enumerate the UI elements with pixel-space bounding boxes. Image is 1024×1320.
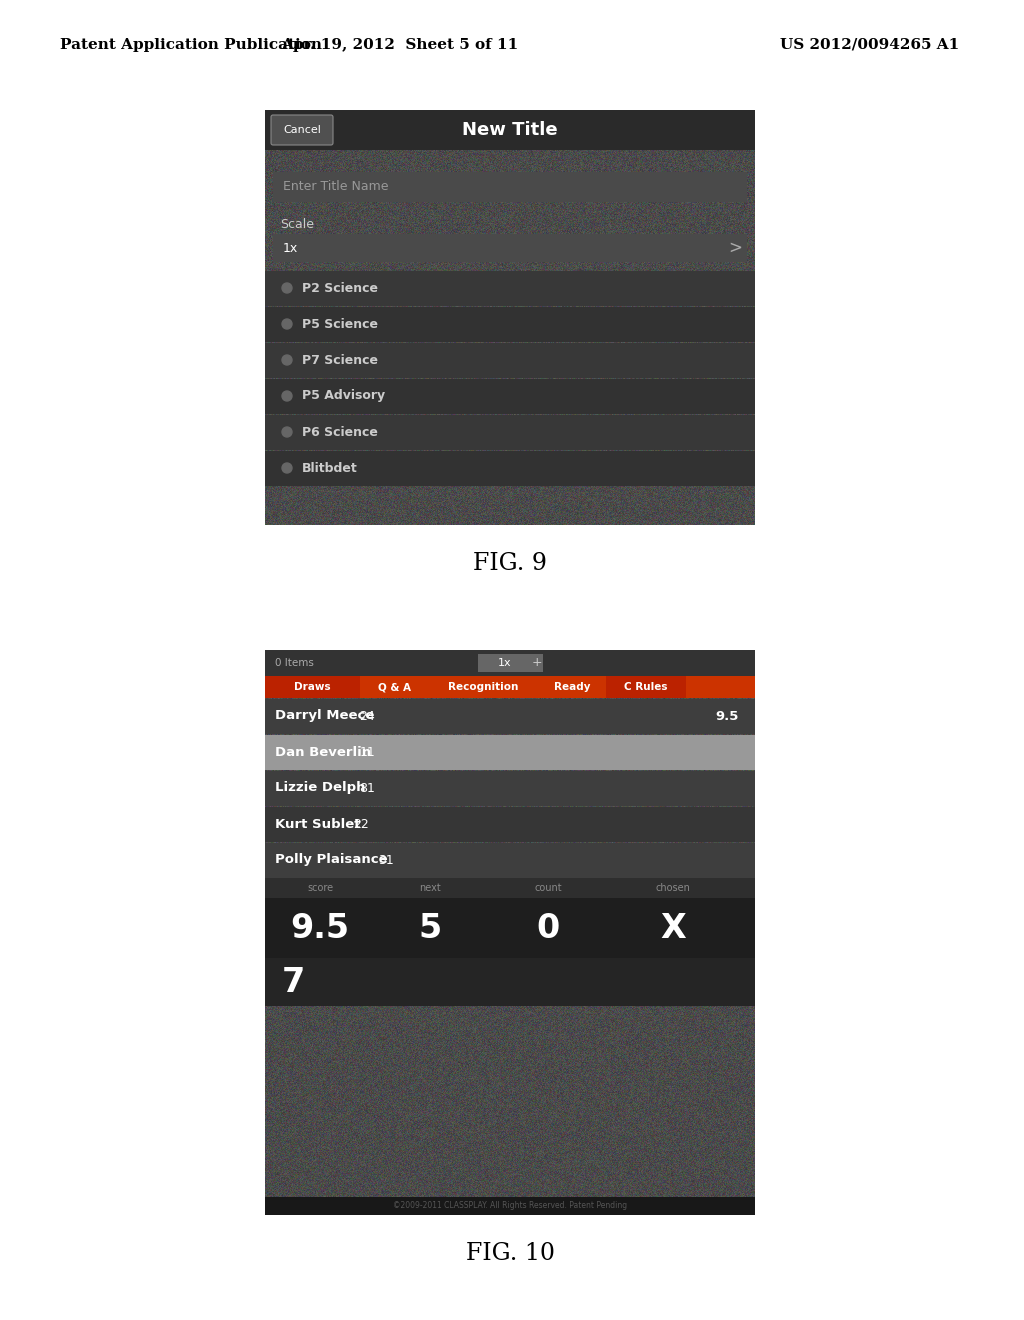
Bar xyxy=(265,1197,755,1214)
Text: X: X xyxy=(660,912,686,945)
Text: P5 Advisory: P5 Advisory xyxy=(302,389,385,403)
Bar xyxy=(265,807,755,842)
Text: 11: 11 xyxy=(359,746,375,759)
Text: Polly Plaisance: Polly Plaisance xyxy=(275,854,388,866)
Text: P5 Science: P5 Science xyxy=(302,318,378,330)
Text: 0 Items: 0 Items xyxy=(275,657,314,668)
Text: ©2009-2011 CLASSPLAY. All Rights Reserved. Patent Pending: ©2009-2011 CLASSPLAY. All Rights Reserve… xyxy=(393,1201,627,1210)
Text: 24: 24 xyxy=(359,710,375,722)
Bar xyxy=(265,414,755,450)
Text: Enter Title Name: Enter Title Name xyxy=(283,181,388,194)
Bar xyxy=(265,343,755,378)
Bar xyxy=(428,676,538,698)
Bar xyxy=(265,110,755,150)
Text: 7: 7 xyxy=(282,965,304,998)
Text: Apr. 19, 2012  Sheet 5 of 11: Apr. 19, 2012 Sheet 5 of 11 xyxy=(282,38,518,51)
Circle shape xyxy=(282,282,292,293)
Circle shape xyxy=(282,463,292,473)
Text: US 2012/0094265 A1: US 2012/0094265 A1 xyxy=(780,38,959,51)
Bar xyxy=(273,172,746,202)
Text: Lizzie Delph: Lizzie Delph xyxy=(275,781,366,795)
Text: >: > xyxy=(728,239,742,257)
Text: Darryl Meece: Darryl Meece xyxy=(275,710,375,722)
Bar xyxy=(265,878,755,898)
Text: 31: 31 xyxy=(378,854,394,866)
Text: next: next xyxy=(419,883,441,894)
Text: 9.5: 9.5 xyxy=(291,912,349,945)
Text: count: count xyxy=(535,883,562,894)
Text: P7 Science: P7 Science xyxy=(302,354,378,367)
Text: Scale: Scale xyxy=(280,218,314,231)
Text: FIG. 10: FIG. 10 xyxy=(466,1242,555,1265)
Text: FIG. 9: FIG. 9 xyxy=(473,552,547,574)
Bar xyxy=(606,676,686,698)
Bar xyxy=(265,271,755,306)
Text: Draws: Draws xyxy=(294,682,331,692)
Text: chosen: chosen xyxy=(655,883,690,894)
Bar xyxy=(265,771,755,807)
Bar xyxy=(265,843,755,878)
Circle shape xyxy=(282,319,292,329)
Bar xyxy=(265,898,755,958)
Bar xyxy=(265,700,755,734)
Circle shape xyxy=(282,391,292,401)
Bar xyxy=(360,676,428,698)
Text: score: score xyxy=(307,883,333,894)
Bar xyxy=(686,676,755,698)
Text: Patent Application Publication: Patent Application Publication xyxy=(60,38,322,51)
Text: 1x: 1x xyxy=(499,657,512,668)
Text: 9.5: 9.5 xyxy=(716,710,738,722)
Text: +: + xyxy=(531,656,543,669)
Circle shape xyxy=(282,426,292,437)
Text: New Title: New Title xyxy=(462,121,558,139)
Text: Ready: Ready xyxy=(554,682,590,692)
Text: 22: 22 xyxy=(353,817,369,830)
Bar xyxy=(478,653,543,672)
Bar xyxy=(265,308,755,342)
Text: 1x: 1x xyxy=(283,242,298,255)
Text: 0: 0 xyxy=(537,912,560,945)
Text: Dan Beverlin: Dan Beverlin xyxy=(275,746,371,759)
FancyBboxPatch shape xyxy=(271,115,333,145)
Bar xyxy=(265,958,755,1006)
Text: Q & A: Q & A xyxy=(378,682,411,692)
Bar xyxy=(273,234,746,261)
Text: Cancel: Cancel xyxy=(283,125,321,135)
Bar xyxy=(265,451,755,486)
Text: C Rules: C Rules xyxy=(625,682,668,692)
Bar xyxy=(265,379,755,414)
Bar xyxy=(538,676,606,698)
Text: P6 Science: P6 Science xyxy=(302,425,378,438)
Text: 81: 81 xyxy=(359,781,375,795)
Bar xyxy=(265,735,755,770)
Text: 5: 5 xyxy=(419,912,441,945)
Text: Blitbdet: Blitbdet xyxy=(302,462,357,474)
Text: Recognition: Recognition xyxy=(447,682,518,692)
Circle shape xyxy=(282,355,292,366)
Text: P2 Science: P2 Science xyxy=(302,281,378,294)
Bar xyxy=(265,676,360,698)
Text: Kurt Sublet: Kurt Sublet xyxy=(275,817,360,830)
Bar xyxy=(265,649,755,676)
